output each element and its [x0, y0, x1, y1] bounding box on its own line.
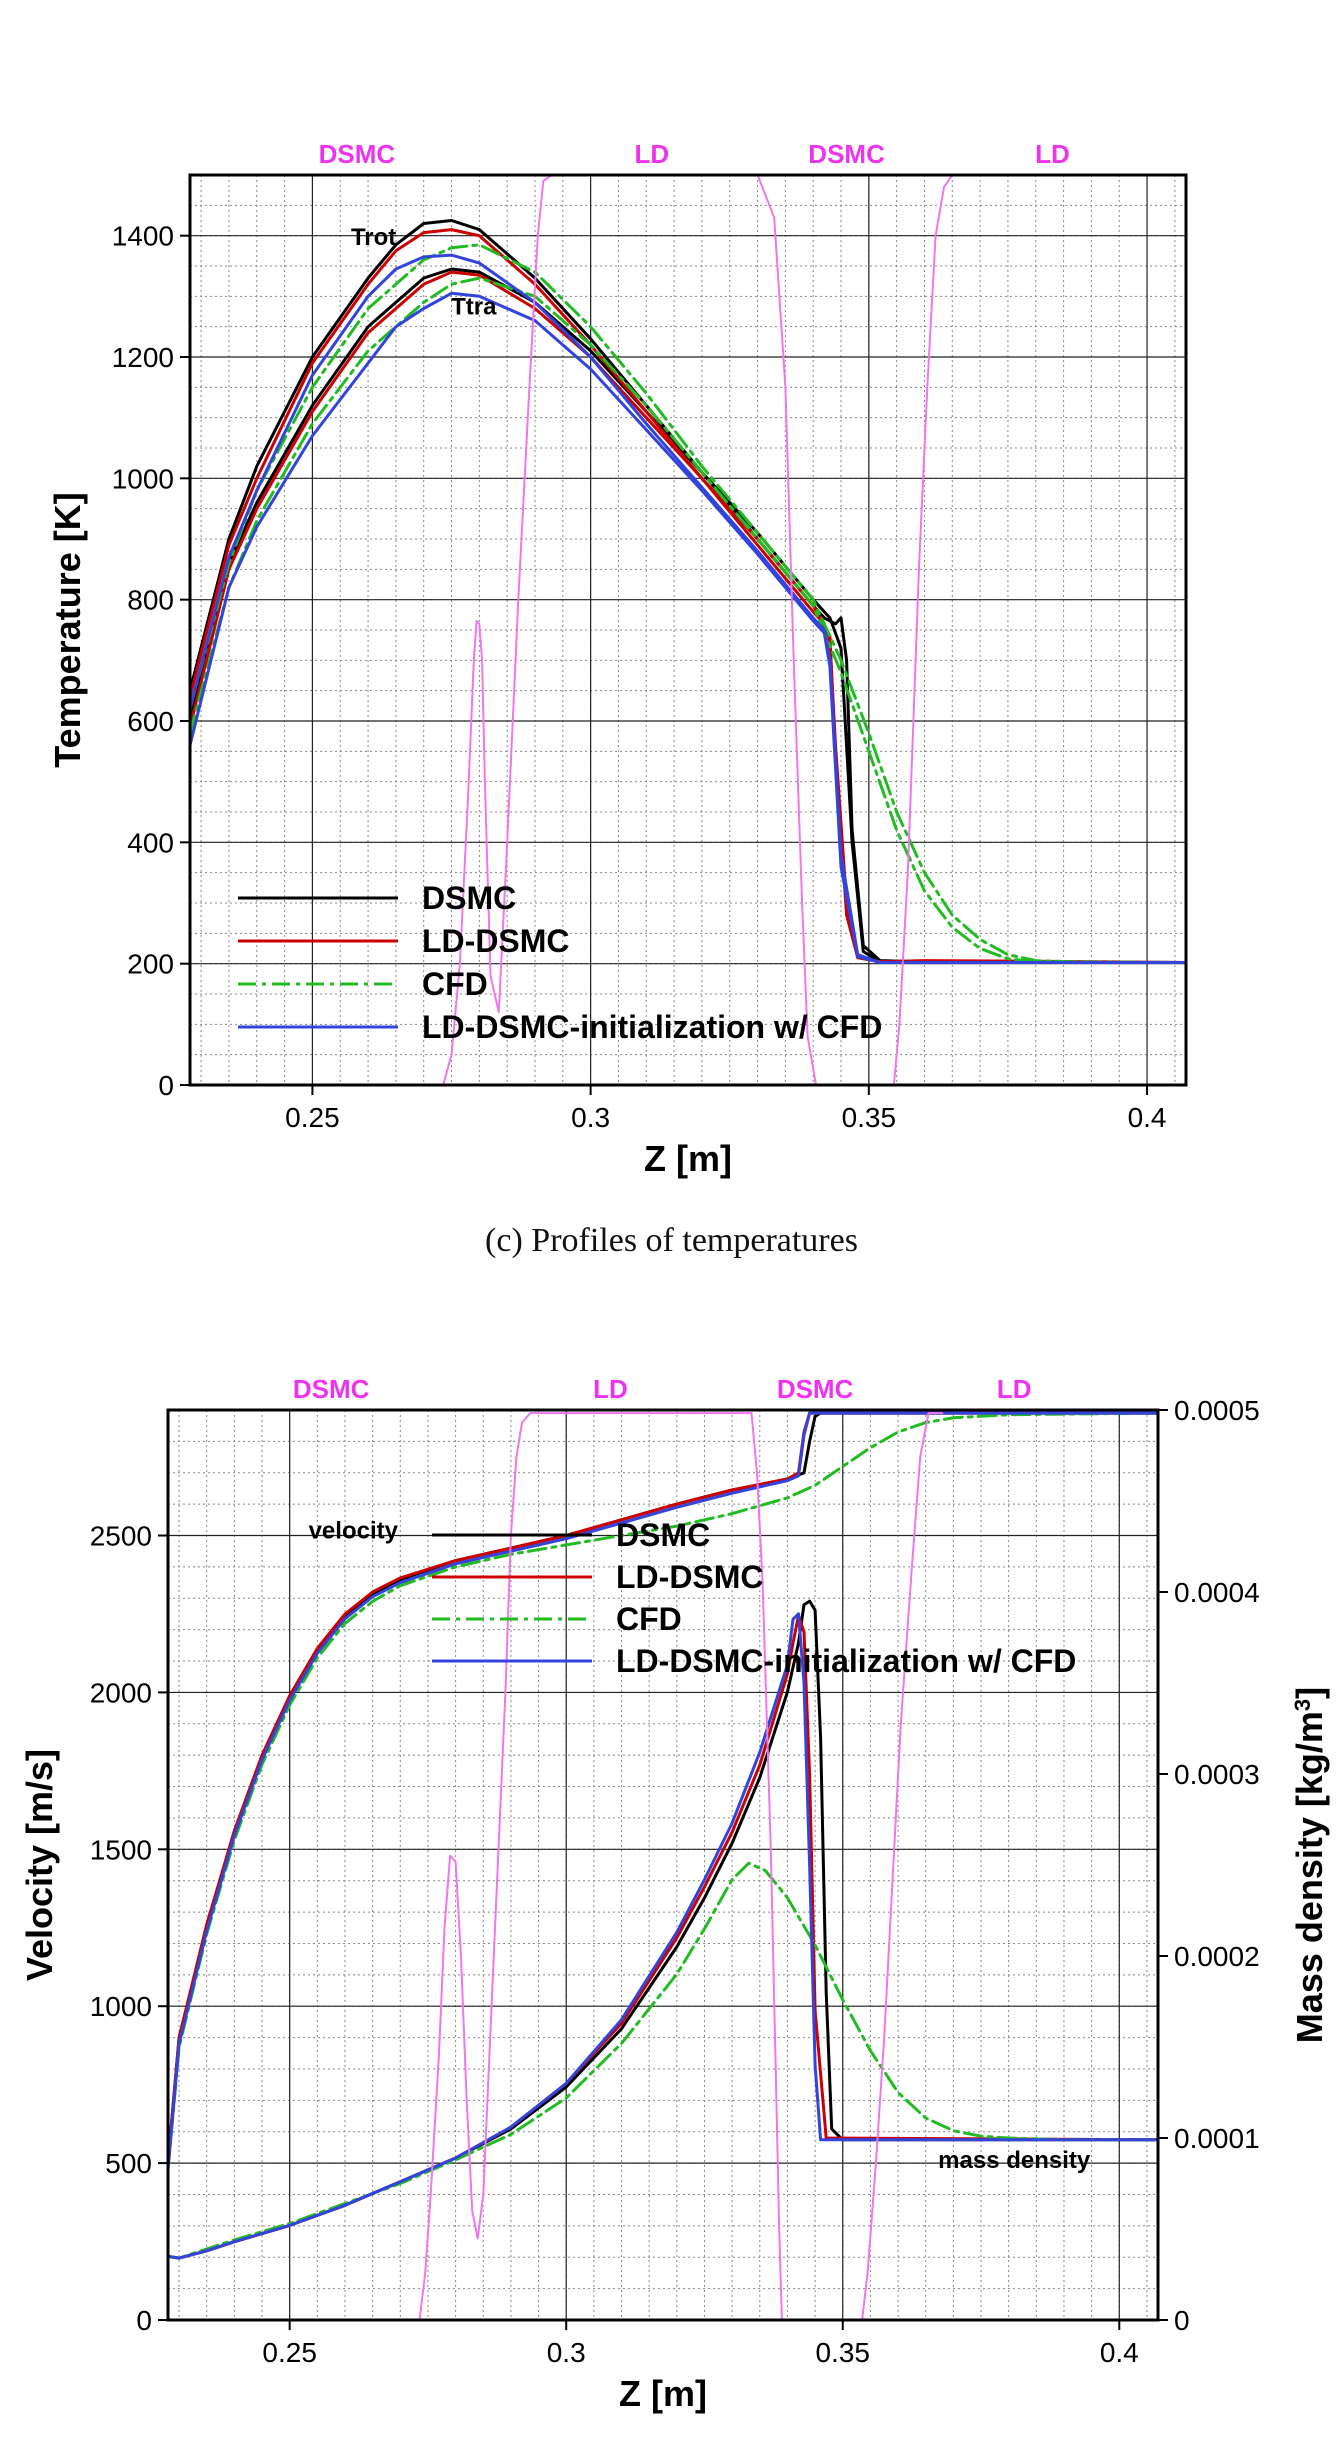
legend-label: CFD	[422, 966, 488, 1002]
series-ld-dsmc-initialization-w-cfd	[190, 253, 1186, 964]
y-tick-label: 1200	[112, 342, 174, 373]
plot-frame	[166, 1408, 1160, 2322]
y-tick-label: 400	[127, 827, 174, 858]
y2-tick-label: 0.0001	[1174, 2123, 1260, 2154]
x-tick-label: 0.3	[547, 2337, 586, 2368]
y-tick-label: 600	[127, 706, 174, 737]
region-label: LD	[593, 1374, 628, 1404]
series-ld-dsmc-initialization-w-cfd	[168, 1612, 1158, 2260]
series-ld-dsmc-initialization-w-cfd	[190, 291, 1186, 964]
series-cfd	[168, 1411, 1158, 2171]
region-boundary-line	[861, 1412, 944, 2320]
y-tick-label: 0	[136, 2305, 152, 2336]
y-axis-label: Velocity [m/s]	[19, 1749, 60, 1981]
legend-label: DSMC	[616, 1517, 710, 1553]
legend-label: DSMC	[422, 880, 516, 916]
legend-label: LD-DSMC	[422, 923, 570, 959]
y-tick-label: 1000	[112, 463, 174, 494]
annotation: mass density	[938, 2147, 1091, 2174]
legend-label: CFD	[616, 1601, 682, 1637]
annotation: Ttra	[451, 294, 497, 321]
region-label: LD	[634, 139, 669, 169]
y-tick-label: 1500	[90, 1834, 152, 1865]
y2-tick-label: 0.0005	[1174, 1395, 1260, 1426]
chart-velocity-density: 0.25 0.3 0.35 0.4 0 500 1000 1500 2000 2500 0 0.000…	[19, 1374, 1330, 2414]
region-boundary-line	[418, 1412, 783, 2320]
legend-label: LD-DSMC-initialization w/ CFD	[422, 1009, 882, 1045]
x-tick-label: 0.35	[815, 2337, 870, 2368]
x-tick-label: 0.25	[262, 2337, 317, 2368]
region-label: DSMC	[319, 139, 396, 169]
x-tick-label: 0.25	[285, 1102, 340, 1133]
region-label: DSMC	[777, 1374, 854, 1404]
annotation: velocity	[309, 1518, 399, 1545]
region-label: DSMC	[808, 139, 885, 169]
y-tick-label: 1400	[112, 221, 174, 252]
y-axis-label: Temperature [K]	[47, 492, 88, 767]
y-tick-label: 2500	[90, 1521, 152, 1552]
annotation: Trot	[351, 224, 396, 251]
y-tick-label: 1000	[90, 1991, 152, 2022]
region-label: LD	[1035, 139, 1070, 169]
chart-temperature: 0.25 0.3 0.35 0.4 0 200 400 600 800 1000 1200 1400 Z…	[47, 139, 1188, 1179]
y2-axis-label-tail: ]	[1289, 1687, 1330, 1699]
series-cfd	[190, 276, 1186, 964]
x-axis-label: Z [m]	[619, 2373, 707, 2414]
x-tick-label: 0.35	[842, 1102, 897, 1133]
series-cfd	[190, 243, 1186, 964]
region-label: DSMC	[293, 1374, 370, 1404]
y-tick-label: 800	[127, 585, 174, 616]
legend-label: LD-DSMC-initialization w/ CFD	[616, 1643, 1076, 1679]
region-boundary-line	[892, 175, 970, 1085]
series-ld-dsmc	[190, 270, 1186, 964]
y-tick-label: 200	[127, 949, 174, 980]
series-cfd	[168, 1861, 1158, 2260]
y2-tick-label: 0.0004	[1174, 1577, 1260, 1608]
x-tick-label: 0.3	[571, 1102, 610, 1133]
y2-tick-label: 0.0002	[1174, 1941, 1260, 1972]
plot-area	[190, 175, 1186, 1085]
x-tick-label: 0.4	[1128, 1102, 1167, 1133]
caption-temperatures: (c) Profiles of temperatures	[485, 1222, 858, 1259]
x-tick-label: 0.4	[1100, 2337, 1139, 2368]
series-dsmc	[190, 219, 1186, 964]
x-axis-label: Z [m]	[644, 1138, 732, 1179]
y-tick-label: 2000	[90, 1677, 152, 1708]
plot-area	[168, 1411, 1158, 2320]
y2-axis-label-superscript: 3	[1290, 1699, 1315, 1711]
y2-axis-label: Mass density [kg/m3]	[1289, 1687, 1330, 2043]
region-label: LD	[997, 1374, 1032, 1404]
y-tick-label: 500	[105, 2148, 152, 2179]
legend-label: LD-DSMC	[616, 1559, 764, 1595]
series-ld-dsmc	[168, 1411, 1158, 2165]
y2-tick-label: 0	[1174, 2305, 1190, 2336]
series-ld-dsmc-initialization-w-cfd	[168, 1411, 1158, 2171]
plot-frame	[188, 173, 1188, 1087]
region-boundary-line	[442, 175, 817, 1085]
y2-tick-label: 0.0003	[1174, 1759, 1260, 1790]
y-tick-label: 0	[158, 1070, 174, 1101]
